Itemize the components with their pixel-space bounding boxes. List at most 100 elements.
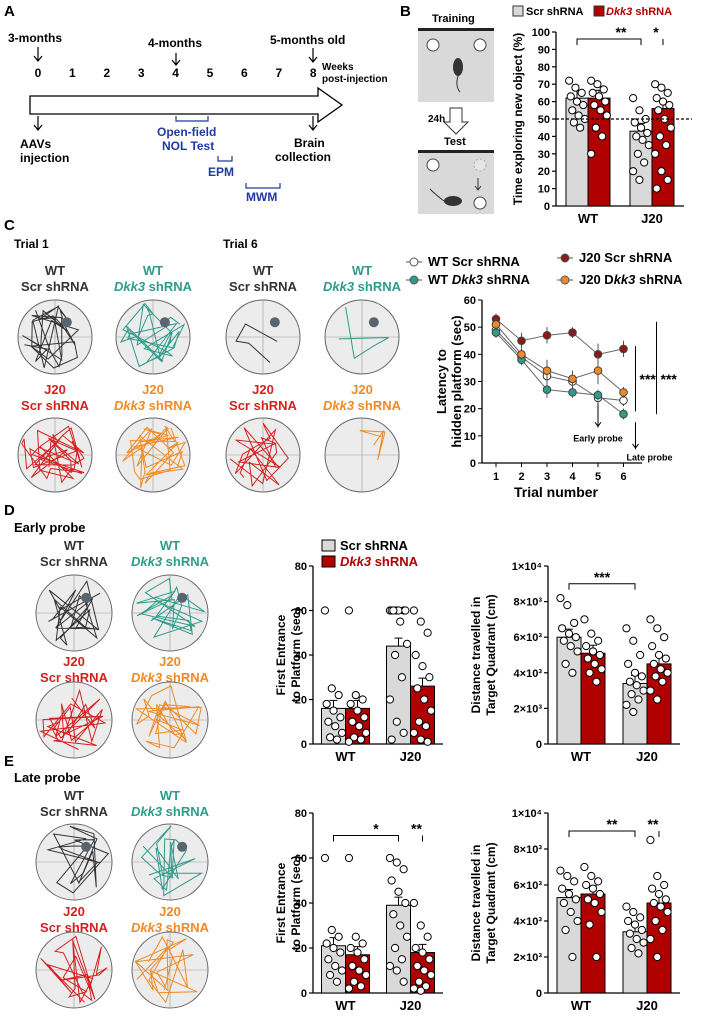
data-point xyxy=(655,132,664,141)
group-label: Scr shRNA xyxy=(40,554,109,569)
data-point xyxy=(632,934,641,944)
data-point xyxy=(587,871,596,881)
data-point xyxy=(570,877,579,886)
data-point xyxy=(622,624,631,633)
data-point xyxy=(649,659,658,669)
data-point xyxy=(566,907,575,917)
data-point xyxy=(564,889,574,899)
series-point xyxy=(619,344,628,354)
data-point xyxy=(643,128,652,138)
x-category-label: J20 xyxy=(641,211,663,226)
data-point xyxy=(644,141,653,150)
y-tick-label: 70 xyxy=(538,79,550,91)
mwm-label: MWM xyxy=(246,190,277,204)
data-point xyxy=(587,629,596,638)
data-point xyxy=(356,982,366,991)
weeks-label: Weeks xyxy=(322,62,354,73)
y-tick-label: 0 xyxy=(301,988,307,1000)
data-point xyxy=(656,902,665,911)
y-tick-label: 60 xyxy=(538,97,550,109)
platform-marker xyxy=(159,317,170,328)
x-category-label: WT xyxy=(578,211,598,226)
data-point xyxy=(633,149,642,158)
chart-e1: 0 20 40 60 80 First Entrance to Platform (sec)… xyxy=(274,808,443,1013)
data-point xyxy=(583,654,592,663)
x-tick-label: 4 xyxy=(569,471,576,483)
data-point xyxy=(329,943,338,953)
data-point xyxy=(344,853,354,863)
panel-label-d: D xyxy=(4,502,15,519)
legend-marker xyxy=(560,253,570,263)
data-point xyxy=(629,636,638,645)
y-axis-label: to Platform (sec) xyxy=(289,856,303,951)
data-point xyxy=(322,939,331,948)
platform-marker xyxy=(81,841,92,852)
data-point xyxy=(418,948,427,957)
training-label: Training xyxy=(432,13,475,25)
data-point xyxy=(627,690,636,699)
data-point xyxy=(327,684,336,693)
data-point xyxy=(663,175,672,184)
y-tick-label: 50 xyxy=(464,322,476,334)
data-point xyxy=(392,717,401,726)
data-point xyxy=(332,735,342,744)
y-tick-label: 20 xyxy=(538,166,550,178)
swim-path xyxy=(134,685,202,749)
data-point xyxy=(413,961,422,971)
legend-label: Scr shRNA xyxy=(340,538,409,553)
arrow-down-icon xyxy=(594,403,602,428)
data-point xyxy=(587,149,596,158)
data-point xyxy=(559,898,568,908)
arrow-down-icon xyxy=(33,47,43,62)
legend-label: WT Scr shRNA xyxy=(428,254,520,269)
y-axis-label: Time exploring new object (%) xyxy=(511,33,525,205)
data-point xyxy=(646,934,655,944)
early-probe-label: Early probe xyxy=(573,433,623,443)
x-category-label: J20 xyxy=(636,998,658,1013)
data-point xyxy=(663,88,672,98)
delay-label: 24h xyxy=(428,114,445,125)
swim-path xyxy=(40,935,108,1005)
data-point xyxy=(331,722,340,731)
series-point xyxy=(619,388,628,397)
arrow-down-icon xyxy=(308,116,318,131)
y-axis-label: Target Quadrant (cm) xyxy=(484,842,498,963)
swim-path xyxy=(235,323,278,363)
y-tick-label: 0 xyxy=(301,739,307,751)
group-label: Scr shRNA xyxy=(21,279,90,294)
legend-scr: Scr shRNA xyxy=(526,6,584,18)
arrow-down-icon xyxy=(308,48,318,63)
series-point xyxy=(619,396,628,405)
data-point xyxy=(563,871,572,881)
data-point xyxy=(624,916,633,926)
data-point xyxy=(582,880,591,890)
x-category-label: WT xyxy=(335,749,355,764)
y-tick-label: 60 xyxy=(295,853,307,865)
swim-path xyxy=(140,825,204,897)
group-label: Scr shRNA xyxy=(40,920,109,935)
data-point xyxy=(629,94,638,103)
sig-label: ** xyxy=(648,816,659,832)
data-point xyxy=(353,948,362,957)
legend-marker xyxy=(409,257,419,267)
data-point xyxy=(629,907,638,917)
arrow-down-icon xyxy=(33,116,43,131)
swim-path xyxy=(21,425,85,484)
data-point xyxy=(396,617,405,626)
data-point xyxy=(426,706,436,715)
legend-dkk3: Dkk3 shRNA xyxy=(606,6,672,18)
data-point xyxy=(651,672,660,681)
group-label: Scr shRNA xyxy=(40,670,109,685)
data-point xyxy=(556,593,565,603)
data-point xyxy=(663,907,672,917)
data-point xyxy=(399,728,408,737)
platform-marker xyxy=(269,317,280,328)
data-point xyxy=(558,884,567,893)
sig-label: *** xyxy=(594,569,611,585)
data-point xyxy=(556,866,565,875)
data-point xyxy=(629,167,638,176)
legend-swatch xyxy=(321,555,336,568)
nol-test-label: NOL Test xyxy=(162,139,214,153)
data-point xyxy=(630,920,640,929)
nol-schematic: Training 24h Test xyxy=(418,13,494,214)
